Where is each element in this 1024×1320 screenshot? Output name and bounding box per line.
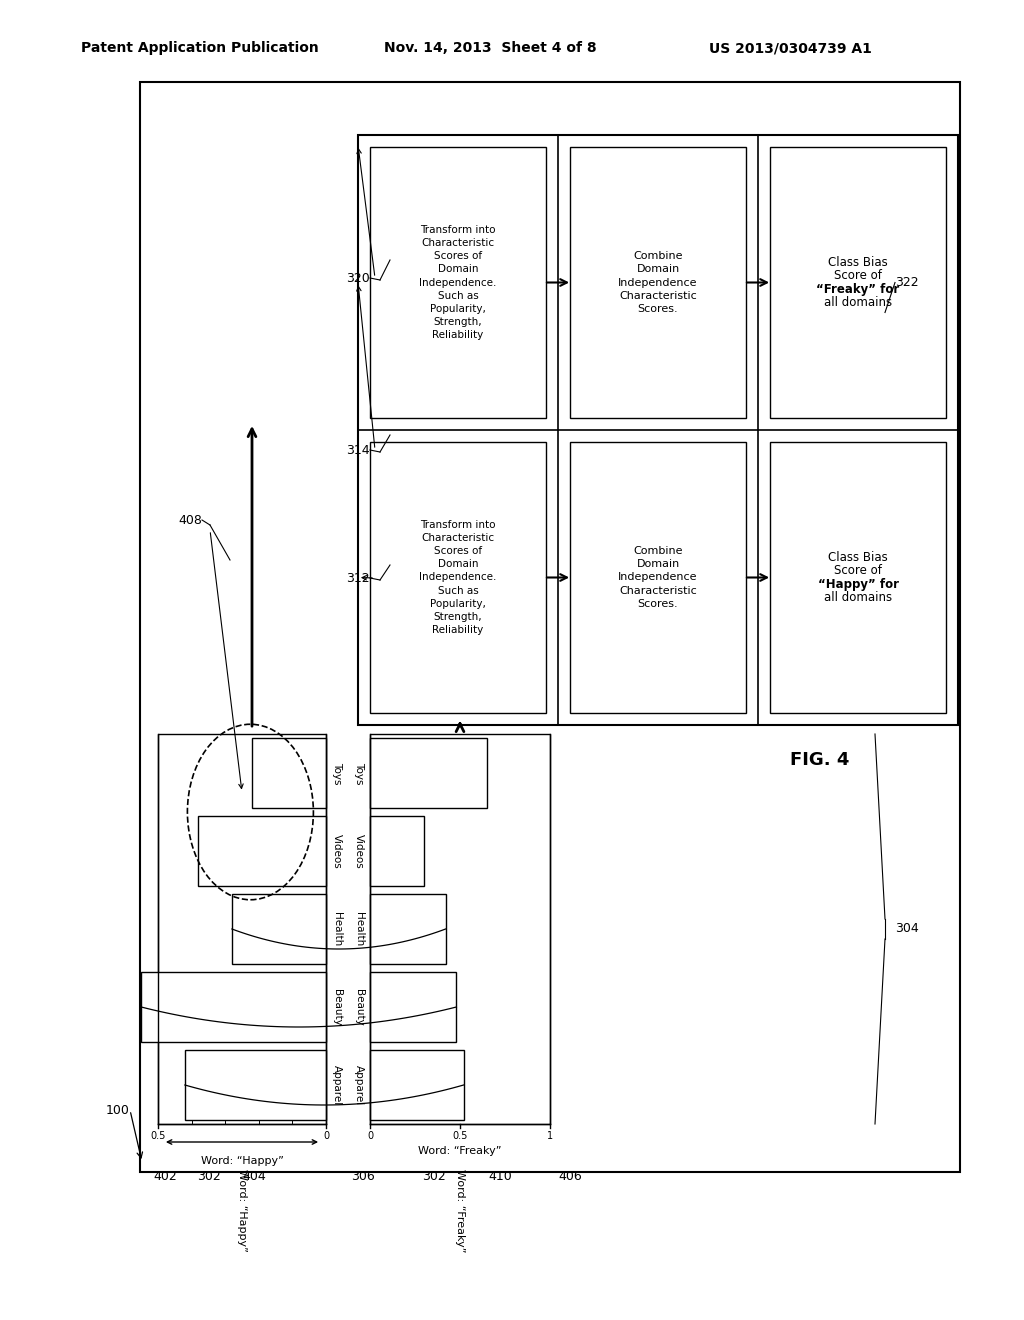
Text: “Happy” for: “Happy” for (817, 578, 898, 591)
Bar (370, 147, 546, 418)
Bar (770, 442, 946, 713)
Text: 312: 312 (346, 572, 370, 585)
Text: 402: 402 (154, 1170, 177, 1183)
Text: 406: 406 (558, 1170, 582, 1183)
Text: 0.5: 0.5 (453, 1131, 468, 1140)
Text: 322: 322 (895, 276, 919, 289)
Bar (370, 894, 445, 964)
Bar (370, 738, 487, 808)
Text: US 2013/0304739 A1: US 2013/0304739 A1 (709, 41, 871, 55)
Text: Toys: Toys (332, 762, 342, 784)
Text: 0: 0 (323, 1131, 329, 1140)
Text: Beauty: Beauty (332, 989, 342, 1026)
Bar (370, 734, 550, 1125)
Text: Apparel: Apparel (332, 1065, 342, 1105)
Bar (570, 147, 746, 418)
Bar (570, 442, 746, 713)
Text: Combine
Domain
Independence
Characteristic
Scores.: Combine Domain Independence Characterist… (618, 546, 697, 609)
Text: 306: 306 (351, 1170, 375, 1183)
Text: Toys: Toys (354, 762, 364, 784)
Text: Transform into
Characteristic
Scores of
Domain
Independence.
Such as
Popularity,: Transform into Characteristic Scores of … (419, 520, 497, 635)
Text: Word: “Freaky”: Word: “Freaky” (418, 1146, 502, 1156)
Text: 100: 100 (106, 1104, 130, 1117)
Text: 320: 320 (346, 272, 370, 285)
Bar (770, 147, 946, 418)
Text: FIG. 4: FIG. 4 (791, 751, 850, 770)
Text: Score of: Score of (835, 269, 882, 282)
Text: “Freaky” for: “Freaky” for (816, 282, 900, 296)
Text: Apparel: Apparel (354, 1065, 364, 1105)
Text: all domains: all domains (824, 296, 892, 309)
Text: Patent Application Publication: Patent Application Publication (81, 41, 318, 55)
Bar (370, 816, 424, 886)
Text: 0.5: 0.5 (151, 1131, 166, 1140)
Bar (252, 738, 326, 808)
Text: 1: 1 (547, 1131, 553, 1140)
Text: Nov. 14, 2013  Sheet 4 of 8: Nov. 14, 2013 Sheet 4 of 8 (384, 41, 596, 55)
Text: 404: 404 (242, 1170, 266, 1183)
Text: 408: 408 (178, 513, 202, 527)
Text: 304: 304 (895, 923, 919, 936)
Text: Class Bias: Class Bias (828, 256, 888, 269)
Text: Word: “Happy”: Word: “Happy” (201, 1156, 284, 1166)
Bar (370, 972, 457, 1041)
Text: Word: “Freaky”: Word: “Freaky” (455, 1170, 465, 1253)
Text: Beauty: Beauty (354, 989, 364, 1026)
Text: Word: “Happy”: Word: “Happy” (237, 1170, 247, 1251)
Text: Health: Health (332, 912, 342, 946)
Bar (370, 442, 546, 713)
Text: Combine
Domain
Independence
Characteristic
Scores.: Combine Domain Independence Characterist… (618, 251, 697, 314)
Bar (231, 894, 326, 964)
Text: Class Bias: Class Bias (828, 550, 888, 564)
Text: Health: Health (354, 912, 364, 946)
Text: Score of: Score of (835, 564, 882, 577)
Text: all domains: all domains (824, 591, 892, 605)
Text: Videos: Videos (354, 834, 364, 869)
Text: 410: 410 (488, 1170, 512, 1183)
Bar (141, 972, 326, 1041)
Text: 302: 302 (422, 1170, 445, 1183)
Text: 302: 302 (198, 1170, 221, 1183)
Bar (358, 135, 958, 725)
Text: 0: 0 (367, 1131, 373, 1140)
Bar (140, 82, 961, 1172)
Text: 314: 314 (346, 444, 370, 457)
Bar (370, 1049, 464, 1119)
Bar (158, 734, 326, 1125)
Text: Videos: Videos (332, 834, 342, 869)
Bar (199, 816, 326, 886)
Bar (185, 1049, 326, 1119)
Text: Transform into
Characteristic
Scores of
Domain
Independence.
Such as
Popularity,: Transform into Characteristic Scores of … (419, 224, 497, 341)
